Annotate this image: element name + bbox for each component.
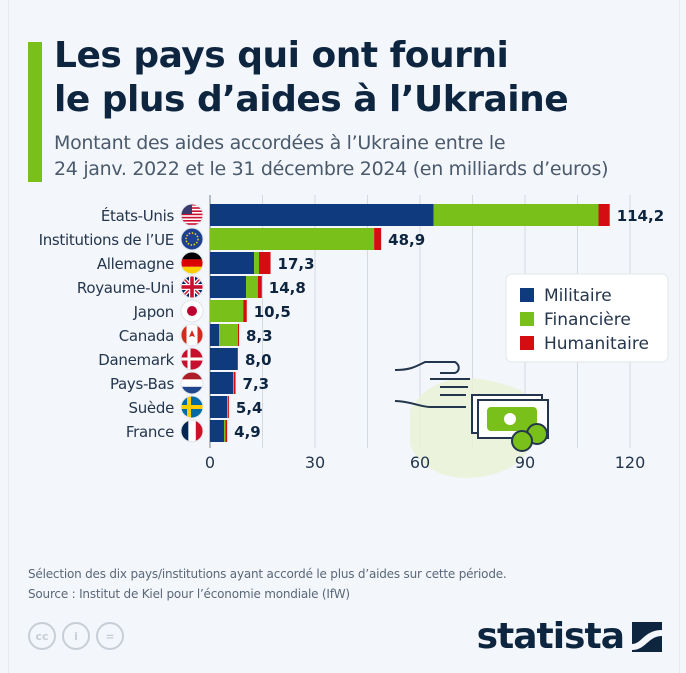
flag-fr-icon (181, 420, 203, 442)
bar-segment-militaire (210, 252, 255, 274)
page-title: Les pays qui ont fourni le plus d’aides … (54, 34, 569, 122)
flag-border (180, 419, 204, 443)
legend-swatch-0 (520, 288, 534, 302)
total-label: 14,8 (269, 279, 306, 297)
total-label: 5,4 (236, 399, 263, 417)
bar-segment-financière (224, 420, 226, 442)
bar-segment-humanitaire (259, 252, 271, 274)
bar-segment-humanitaire (237, 348, 238, 370)
legend-label-1: Financière (544, 310, 631, 330)
legend-box (505, 273, 669, 363)
category-label: Japon (133, 303, 174, 321)
legend-label-2: Humanitaire (544, 334, 649, 354)
cc-icon[interactable]: cc (28, 622, 56, 650)
legend-swatch-2 (520, 336, 534, 350)
flag-border (180, 227, 204, 251)
legend-swatch-1 (520, 312, 534, 326)
category-label: France (126, 423, 174, 441)
bar-segment-humanitaire (227, 396, 229, 418)
total-label: 10,5 (254, 303, 291, 321)
subtitle-line-2: 24 janv. 2022 et le 31 décembre 2024 (en… (54, 158, 609, 180)
x-tick-label: 120 (615, 453, 646, 472)
flag-dk-icon (181, 348, 203, 370)
footnote-source: Source : Institut de Kiel pour l’économi… (28, 587, 350, 601)
bar-segment-humanitaire (598, 204, 610, 226)
x-tick-label: 0 (205, 453, 215, 472)
subtitle-line-1: Montant des aides accordées à l’Ukraine … (54, 132, 506, 154)
bar-segment-militaire (210, 324, 220, 346)
bar-segment-financière (210, 228, 375, 250)
x-tick-label: 30 (305, 453, 325, 472)
bar-segment-humanitaire (238, 324, 240, 346)
flag-gb-icon (181, 276, 203, 298)
flag-border (180, 347, 204, 371)
total-label: 4,9 (234, 423, 261, 441)
stacked-bar-chart: Militaire Financière Humanitaire États-Unis… (39, 195, 669, 478)
total-label: 48,9 (388, 231, 425, 249)
bar-segment-humanitaire (233, 372, 236, 394)
bar-segment-financière (219, 324, 238, 346)
category-label: Pays-Bas (110, 375, 175, 393)
bar-segment-financière (254, 252, 259, 274)
flag-se-icon (181, 396, 203, 418)
bar-segment-militaire (210, 372, 234, 394)
bar-segment-militaire (210, 396, 228, 418)
bar-segment-financière (433, 204, 599, 226)
category-label: Allemagne (97, 255, 174, 273)
footnote-selection: Sélection des dix pays/institutions ayan… (28, 567, 507, 581)
flag-border (180, 395, 204, 419)
bar-segment-humanitaire (243, 300, 247, 322)
category-label: Institutions de l’UE (39, 231, 174, 249)
flag-border (180, 251, 204, 275)
flag-border (180, 299, 204, 323)
by-icon[interactable]: i (62, 622, 90, 650)
statista-logo[interactable]: statista (477, 616, 662, 657)
bar-segment-humanitaire (225, 420, 228, 442)
total-label: 114,2 (617, 207, 664, 225)
bar-segment-humanitaire (374, 228, 382, 250)
hand-money-illustration-icon (394, 361, 549, 478)
flag-ca-icon (181, 324, 203, 346)
bar-segment-financière (246, 276, 258, 298)
bar-segment-financière (210, 300, 244, 322)
category-label: Royaume-Uni (77, 279, 174, 297)
category-label: Danemark (98, 351, 174, 369)
subtitle: Montant des aides accordées à l’Ukraine … (54, 130, 608, 182)
flag-de-icon (181, 252, 203, 274)
bar-segment-financière (227, 396, 228, 418)
flag-jp-icon (181, 300, 203, 322)
brand-name: statista (476, 616, 625, 657)
statista-logo-icon (632, 621, 662, 652)
title-line-2: le plus d’aides à l’Ukraine (54, 79, 569, 120)
license-icons: cc i = (28, 622, 124, 650)
category-label: Suède (128, 399, 174, 417)
total-label: 7,3 (243, 375, 270, 393)
title-accent-bar (28, 42, 42, 182)
bar-segment-humanitaire (257, 276, 262, 298)
bar-segment-militaire (210, 276, 247, 298)
title-line-1: Les pays qui ont fourni (54, 35, 509, 76)
flag-eu-icon (181, 228, 203, 250)
bar-segment-militaire (210, 204, 434, 226)
x-tick-label: 90 (515, 453, 535, 472)
flag-border (180, 275, 204, 299)
total-label: 8,3 (246, 327, 273, 345)
total-label: 8,0 (245, 351, 272, 369)
nd-icon[interactable]: = (96, 622, 124, 650)
category-label: Canada (119, 327, 174, 345)
flag-border (180, 203, 204, 227)
flag-us-icon (181, 204, 203, 226)
flag-border (180, 323, 204, 347)
bar-segment-militaire (210, 348, 238, 370)
x-tick-label: 60 (410, 453, 430, 472)
bar-segment-militaire (210, 420, 224, 442)
bar-segment-financière (233, 372, 234, 394)
category-label: États-Unis (101, 206, 175, 225)
flag-nl-icon (181, 372, 203, 394)
legend-label-0: Militaire (544, 286, 612, 306)
flag-border (180, 371, 204, 395)
total-label: 17,3 (278, 255, 315, 273)
